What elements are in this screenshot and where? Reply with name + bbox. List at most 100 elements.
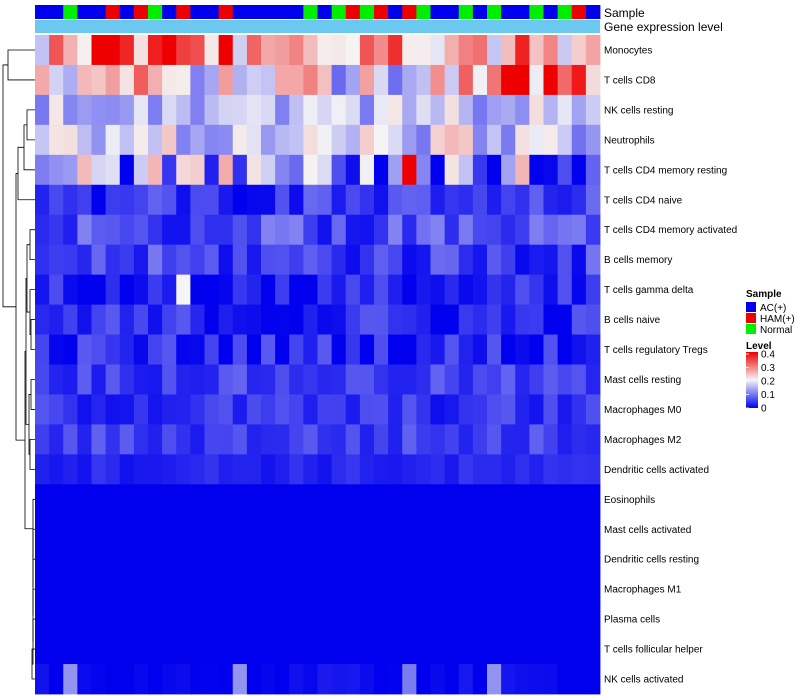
sample-annotation-cell <box>472 5 488 19</box>
heatmap-cell <box>529 634 544 665</box>
heatmap-cell <box>331 214 347 246</box>
heatmap-cell <box>35 304 50 335</box>
heatmap-cell <box>303 154 318 186</box>
heatmap-cell <box>331 634 347 665</box>
sample-annotation-cell <box>105 5 121 19</box>
heatmap-cell <box>105 334 121 365</box>
heatmap-cell <box>77 634 92 665</box>
heatmap-cell <box>119 424 135 455</box>
heatmap-cell <box>232 244 248 276</box>
heatmap-cell <box>571 124 587 156</box>
heatmap-cell <box>444 94 460 126</box>
heatmap-cell <box>501 664 516 695</box>
heatmap-cell <box>388 274 403 305</box>
heatmap-cell <box>571 514 587 545</box>
heatmap-cell <box>246 364 262 395</box>
heatmap-cell <box>585 544 601 575</box>
heatmap-cell <box>218 574 234 605</box>
heatmap-cell <box>388 364 403 395</box>
heatmap-cell <box>218 664 234 695</box>
heatmap-cell <box>49 244 64 276</box>
heatmap-cell <box>246 274 262 305</box>
heatmap-cell <box>374 184 389 216</box>
heatmap-cell <box>176 154 191 186</box>
heatmap-cell <box>458 364 474 395</box>
heatmap-cell <box>105 214 121 246</box>
heatmap-cell <box>388 35 403 66</box>
heatmap-cell <box>63 184 78 216</box>
heatmap-cell <box>119 364 135 395</box>
heatmap-cell <box>246 64 262 96</box>
heatmap-cell <box>430 124 446 156</box>
sample-annotation-cell <box>458 5 474 19</box>
heatmap-cell <box>204 184 220 216</box>
heatmap-cell <box>176 514 191 545</box>
heatmap-cell <box>402 394 417 425</box>
heatmap-cell <box>35 514 50 545</box>
heatmap-cell <box>430 274 446 305</box>
heatmap-cell <box>275 35 290 66</box>
heatmap-cell <box>91 634 107 665</box>
heatmap-cell <box>246 664 262 695</box>
heatmap-cell <box>162 484 177 515</box>
heatmap-cell <box>261 604 276 635</box>
heatmap-cell <box>331 574 347 605</box>
heatmap-cell <box>557 544 573 575</box>
heatmap-cell <box>359 484 375 515</box>
heatmap-cell <box>571 154 587 186</box>
heatmap-cell <box>472 274 488 305</box>
row-label: Mast cells activated <box>604 525 691 536</box>
heatmap-cell <box>571 214 587 246</box>
row-label: Plasma cells <box>604 615 660 626</box>
heatmap-cell <box>289 574 304 605</box>
heatmap-cell <box>35 604 50 635</box>
heatmap-cell <box>119 484 135 515</box>
row-label: T cells CD4 memory activated <box>604 225 737 236</box>
heatmap-cell <box>345 124 361 156</box>
heatmap-cell <box>105 394 121 425</box>
row-label: Dendritic cells activated <box>604 465 709 476</box>
sample-annotation-cell <box>246 5 262 19</box>
heatmap-cell <box>289 454 304 485</box>
dendrogram-link <box>26 244 30 313</box>
heatmap-cell <box>77 274 92 305</box>
heatmap-cell <box>275 664 290 695</box>
heatmap-cell <box>218 304 234 335</box>
heatmap-cell <box>204 394 220 425</box>
heatmap-cell <box>190 484 205 515</box>
heatmap-cell <box>557 634 573 665</box>
heatmap-cell <box>148 514 163 545</box>
heatmap-cell <box>317 664 333 695</box>
heatmap-cell <box>487 604 502 635</box>
heatmap-cell <box>374 154 389 186</box>
heatmap-cell <box>204 35 220 66</box>
heatmap-cell <box>204 514 220 545</box>
heatmap-cell <box>63 364 78 395</box>
heatmap-cell <box>501 154 516 186</box>
heatmap-cell <box>232 394 248 425</box>
heatmap-cell <box>105 64 121 96</box>
heatmap-cell <box>275 484 290 515</box>
heatmap-cell <box>49 184 64 216</box>
heatmap-cell <box>501 514 516 545</box>
row-label: B cells memory <box>604 255 672 266</box>
heatmap-cell <box>345 94 361 126</box>
heatmap-cell <box>444 244 460 276</box>
heatmap-cell <box>35 574 50 605</box>
heatmap-cell <box>331 664 347 695</box>
heatmap-cell <box>133 94 149 126</box>
heatmap-cell <box>487 484 502 515</box>
heatmap-cell <box>261 394 276 425</box>
legend-sample-swatch <box>746 302 756 312</box>
heatmap-cell <box>359 244 375 276</box>
heatmap-cell <box>105 424 121 455</box>
heatmap-cell <box>374 214 389 246</box>
heatmap-cell <box>543 364 559 395</box>
heatmap-cell <box>331 514 347 545</box>
row-label: T cells regulatory Tregs <box>604 345 708 356</box>
heatmap-cell <box>77 154 92 186</box>
heatmap-cell <box>148 604 163 635</box>
heatmap-cell <box>416 544 431 575</box>
heatmap-cell <box>585 364 601 395</box>
